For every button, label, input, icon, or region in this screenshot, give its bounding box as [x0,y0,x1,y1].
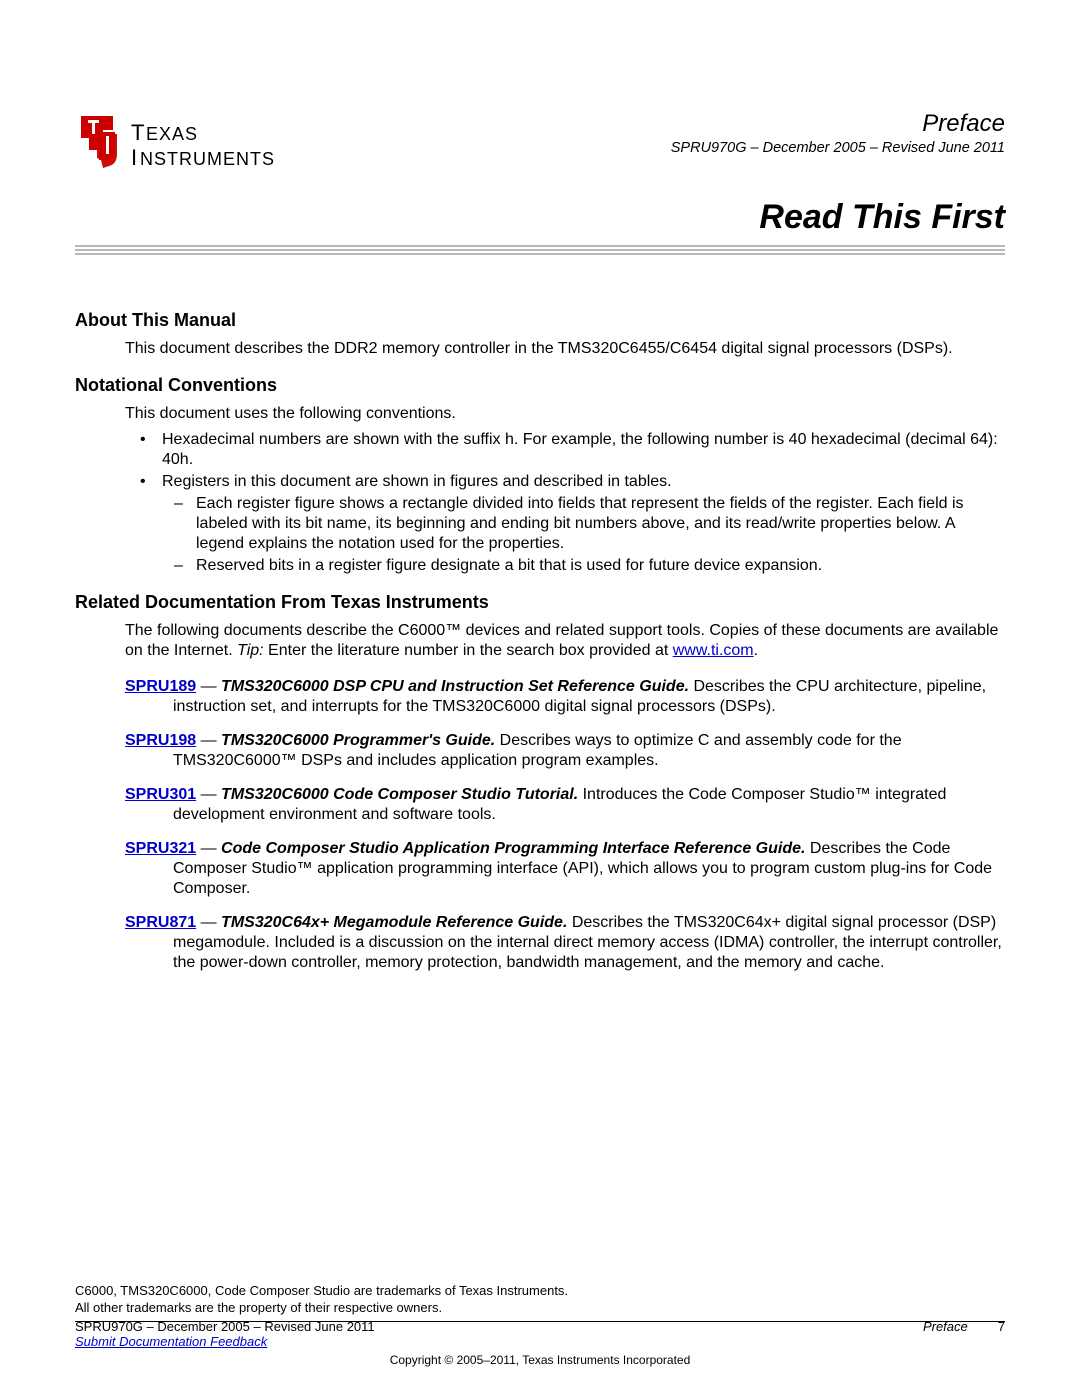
doc-title: TMS320C64x+ Megamodule Reference Guide. [221,914,567,931]
section-notation-heading: Notational Conventions [75,375,1005,396]
related-intro: The following documents describe the C60… [125,621,1005,661]
footer-right: Preface 7 [923,1319,1005,1349]
section-about-body: This document describes the DDR2 memory … [125,339,1005,359]
header-right: Preface SPRU970G – December 2005 – Revis… [671,110,1005,156]
doc-entry: SPRU301 — TMS320C6000 Code Composer Stud… [125,785,1005,825]
copyright: Copyright © 2005–2011, Texas Instruments… [75,1353,1005,1367]
dash: — [196,914,221,931]
divider [75,245,1005,255]
doc-title: TMS320C6000 Code Composer Studio Tutoria… [221,786,578,803]
doc-link[interactable]: SPRU321 [125,840,196,857]
doc-entry: SPRU321 — Code Composer Studio Applicati… [125,839,1005,899]
footer: SPRU970G – December 2005 – Revised June … [75,1319,1005,1367]
doc-title: Code Composer Studio Application Program… [221,840,805,857]
dash: — [196,678,221,695]
intro-post: Enter the literature number in the searc… [264,642,673,659]
notation-list: Hexadecimal numbers are shown with the s… [140,430,1005,576]
section-about-heading: About This Manual [75,310,1005,331]
footnote-line: All other trademarks are the property of… [75,1300,1005,1317]
list-item: Registers in this document are shown in … [140,472,1005,576]
doc-entry: SPRU198 — TMS320C6000 Programmer's Guide… [125,731,1005,771]
footnote-line: C6000, TMS320C6000, Code Composer Studio… [75,1283,1005,1300]
doc-link[interactable]: SPRU301 [125,786,196,803]
list-item-text: Registers in this document are shown in … [162,473,672,490]
notation-intro: This document uses the following convent… [125,404,1005,424]
section-related-heading: Related Documentation From Texas Instrum… [75,592,1005,613]
page-number: 7 [998,1319,1005,1334]
notation-sublist: Each register figure shows a rectangle d… [174,494,1005,576]
doc-entry: SPRU189 — TMS320C6000 DSP CPU and Instru… [125,677,1005,717]
svg-text:NSTRUMENTS: NSTRUMENTS [140,149,275,169]
footer-left: SPRU970G – December 2005 – Revised June … [75,1319,375,1349]
header-row: T EXAS I NSTRUMENTS Preface SPRU970G – D… [75,110,1005,180]
doc-id: SPRU970G – December 2005 – Revised June … [671,140,1005,156]
doc-link[interactable]: SPRU198 [125,732,196,749]
list-item: Each register figure shows a rectangle d… [174,494,1005,554]
doc-link[interactable]: SPRU871 [125,914,196,931]
dash: — [196,786,221,803]
doc-entry: SPRU871 — TMS320C64x+ Megamodule Referen… [125,913,1005,973]
footnotes: C6000, TMS320C6000, Code Composer Studio… [75,1283,1005,1322]
preface-label: Preface [671,110,1005,138]
doc-link[interactable]: SPRU189 [125,678,196,695]
ti-logo: T EXAS I NSTRUMENTS [75,110,305,180]
ti-url-link[interactable]: www.ti.com [673,642,754,659]
page: T EXAS I NSTRUMENTS Preface SPRU970G – D… [0,0,1080,1397]
svg-text:T: T [131,120,145,145]
list-item: Hexadecimal numbers are shown with the s… [140,430,1005,470]
footer-row: SPRU970G – December 2005 – Revised June … [75,1319,1005,1349]
related-docs-list: SPRU189 — TMS320C6000 DSP CPU and Instru… [75,677,1005,973]
main-title: Read This First [75,198,1005,237]
svg-text:I: I [131,145,138,170]
list-item: Reserved bits in a register figure desig… [174,556,1005,576]
svg-text:EXAS: EXAS [146,124,198,144]
doc-title: TMS320C6000 Programmer's Guide. [221,732,495,749]
dash: — [196,732,221,749]
tip-label: Tip: [237,642,264,659]
footer-docid: SPRU970G – December 2005 – Revised June … [75,1319,375,1334]
doc-title: TMS320C6000 DSP CPU and Instruction Set … [221,678,689,695]
feedback-link[interactable]: Submit Documentation Feedback [75,1334,267,1349]
period: . [754,642,758,659]
dash: — [196,840,221,857]
footer-section: Preface [923,1319,968,1334]
